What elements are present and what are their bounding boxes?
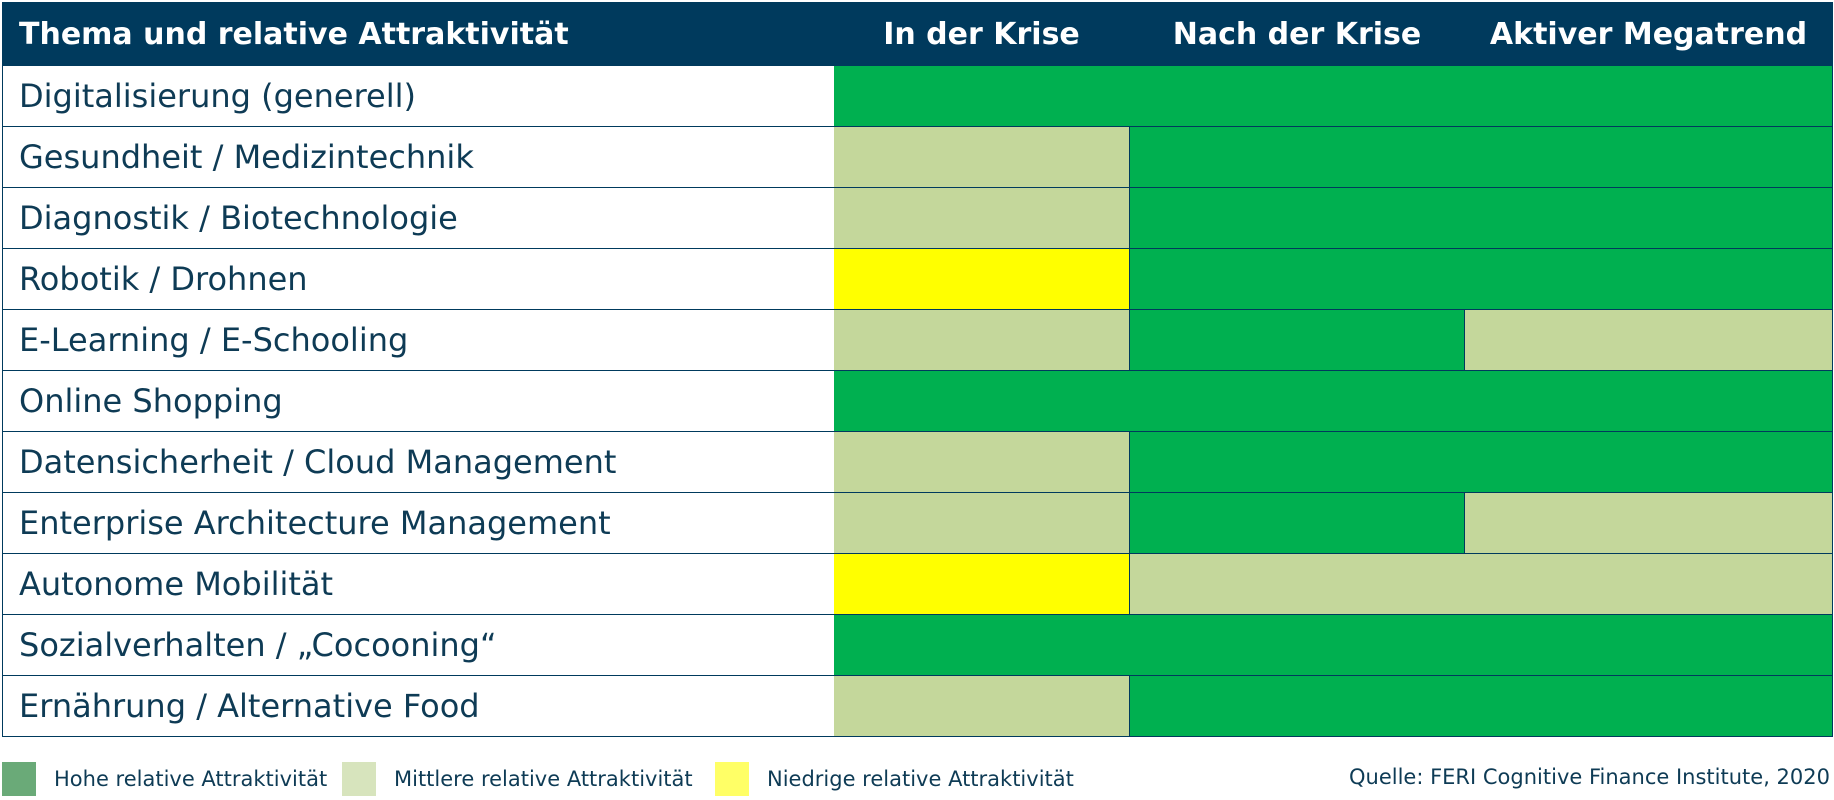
attractiveness-table-chart: Thema und relative Attraktivität In der … bbox=[2, 2, 1833, 737]
rating-cell-nach-der-krise bbox=[1129, 126, 1465, 188]
row-topic: Online Shopping bbox=[2, 370, 834, 432]
legend-swatch-mittel bbox=[342, 762, 376, 796]
rating-cell-in-der-krise bbox=[833, 370, 1130, 432]
rating-cell-nach-der-krise bbox=[1129, 492, 1465, 554]
rating-cell-in-der-krise bbox=[833, 248, 1130, 310]
header-in-der-krise: In der Krise bbox=[833, 2, 1130, 66]
legend: Hohe relative Attraktivität Mittlere rel… bbox=[2, 762, 1832, 796]
legend-swatch-niedrig bbox=[715, 762, 749, 796]
legend-label-niedrig: Niedrige relative Attraktivität bbox=[767, 767, 1074, 791]
rating-cell-aktiver-megatrend bbox=[1464, 65, 1833, 127]
rating-cell-aktiver-megatrend bbox=[1464, 126, 1833, 188]
rating-cell-in-der-krise bbox=[833, 126, 1130, 188]
row-topic: Sozialverhalten / „Cocooning“ bbox=[2, 614, 834, 676]
table-row: Online Shopping bbox=[2, 370, 1833, 432]
row-topic: Diagnostik / Biotechnologie bbox=[2, 187, 834, 249]
row-topic: Gesundheit / Medizintechnik bbox=[2, 126, 834, 188]
table-row: Enterprise Architecture Management bbox=[2, 492, 1833, 554]
header-row: Thema und relative Attraktivität In der … bbox=[2, 2, 1833, 66]
row-topic: Ernährung / Alternative Food bbox=[2, 675, 834, 737]
table-row: Autonome Mobilität bbox=[2, 553, 1833, 615]
source-note: Quelle: FERI Cognitive Finance Institute… bbox=[1348, 765, 1830, 789]
rating-cell-in-der-krise bbox=[833, 431, 1130, 493]
rating-cell-aktiver-megatrend bbox=[1464, 614, 1833, 676]
row-topic: Autonome Mobilität bbox=[2, 553, 834, 615]
rating-cell-in-der-krise bbox=[833, 614, 1130, 676]
table-row: E-Learning / E-Schooling bbox=[2, 309, 1833, 371]
rating-cell-in-der-krise bbox=[833, 675, 1130, 737]
rating-cell-in-der-krise bbox=[833, 553, 1130, 615]
rating-cell-aktiver-megatrend bbox=[1464, 553, 1833, 615]
rating-cell-nach-der-krise bbox=[1129, 187, 1465, 249]
table-row: Gesundheit / Medizintechnik bbox=[2, 126, 1833, 188]
table-row: Ernährung / Alternative Food bbox=[2, 675, 1833, 737]
table-row: Datensicherheit / Cloud Management bbox=[2, 431, 1833, 493]
header-nach-der-krise: Nach der Krise bbox=[1129, 2, 1465, 66]
rating-cell-nach-der-krise bbox=[1129, 675, 1465, 737]
rating-cell-nach-der-krise bbox=[1129, 309, 1465, 371]
rating-cell-aktiver-megatrend bbox=[1464, 309, 1833, 371]
rating-cell-aktiver-megatrend bbox=[1464, 187, 1833, 249]
table-body: Digitalisierung (generell) Gesundheit / M… bbox=[2, 65, 1833, 737]
rating-cell-nach-der-krise bbox=[1129, 614, 1465, 676]
rating-cell-aktiver-megatrend bbox=[1464, 675, 1833, 737]
rating-cell-nach-der-krise bbox=[1129, 431, 1465, 493]
legend-item-hoch: Hohe relative Attraktivität bbox=[2, 762, 327, 796]
rating-cell-aktiver-megatrend bbox=[1464, 370, 1833, 432]
table-row: Diagnostik / Biotechnologie bbox=[2, 187, 1833, 249]
rating-cell-nach-der-krise bbox=[1129, 370, 1465, 432]
row-topic: Enterprise Architecture Management bbox=[2, 492, 834, 554]
rating-cell-nach-der-krise bbox=[1129, 248, 1465, 310]
table-row: Digitalisierung (generell) bbox=[2, 65, 1833, 127]
row-topic: Robotik / Drohnen bbox=[2, 248, 834, 310]
rating-cell-in-der-krise bbox=[833, 492, 1130, 554]
rating-cell-aktiver-megatrend bbox=[1464, 431, 1833, 493]
rating-cell-in-der-krise bbox=[833, 187, 1130, 249]
row-topic: Digitalisierung (generell) bbox=[2, 65, 834, 127]
rating-cell-in-der-krise bbox=[833, 65, 1130, 127]
row-topic: Datensicherheit / Cloud Management bbox=[2, 431, 834, 493]
table-row: Robotik / Drohnen bbox=[2, 248, 1833, 310]
table-row: Sozialverhalten / „Cocooning“ bbox=[2, 614, 1833, 676]
legend-item-mittel: Mittlere relative Attraktivität bbox=[342, 762, 693, 796]
header-aktiver-megatrend: Aktiver Megatrend bbox=[1464, 2, 1833, 66]
legend-label-hoch: Hohe relative Attraktivität bbox=[54, 767, 328, 791]
rating-cell-aktiver-megatrend bbox=[1464, 492, 1833, 554]
legend-item-niedrig: Niedrige relative Attraktivität bbox=[715, 762, 1074, 796]
legend-swatch-hoch bbox=[2, 762, 36, 796]
row-topic: E-Learning / E-Schooling bbox=[2, 309, 834, 371]
rating-cell-nach-der-krise bbox=[1129, 553, 1465, 615]
rating-cell-aktiver-megatrend bbox=[1464, 248, 1833, 310]
legend-label-mittel: Mittlere relative Attraktivität bbox=[394, 767, 693, 791]
rating-cell-nach-der-krise bbox=[1129, 65, 1465, 127]
attractiveness-table: Thema und relative Attraktivität In der … bbox=[2, 2, 1833, 737]
header-topic: Thema und relative Attraktivität bbox=[2, 2, 834, 66]
rating-cell-in-der-krise bbox=[833, 309, 1130, 371]
